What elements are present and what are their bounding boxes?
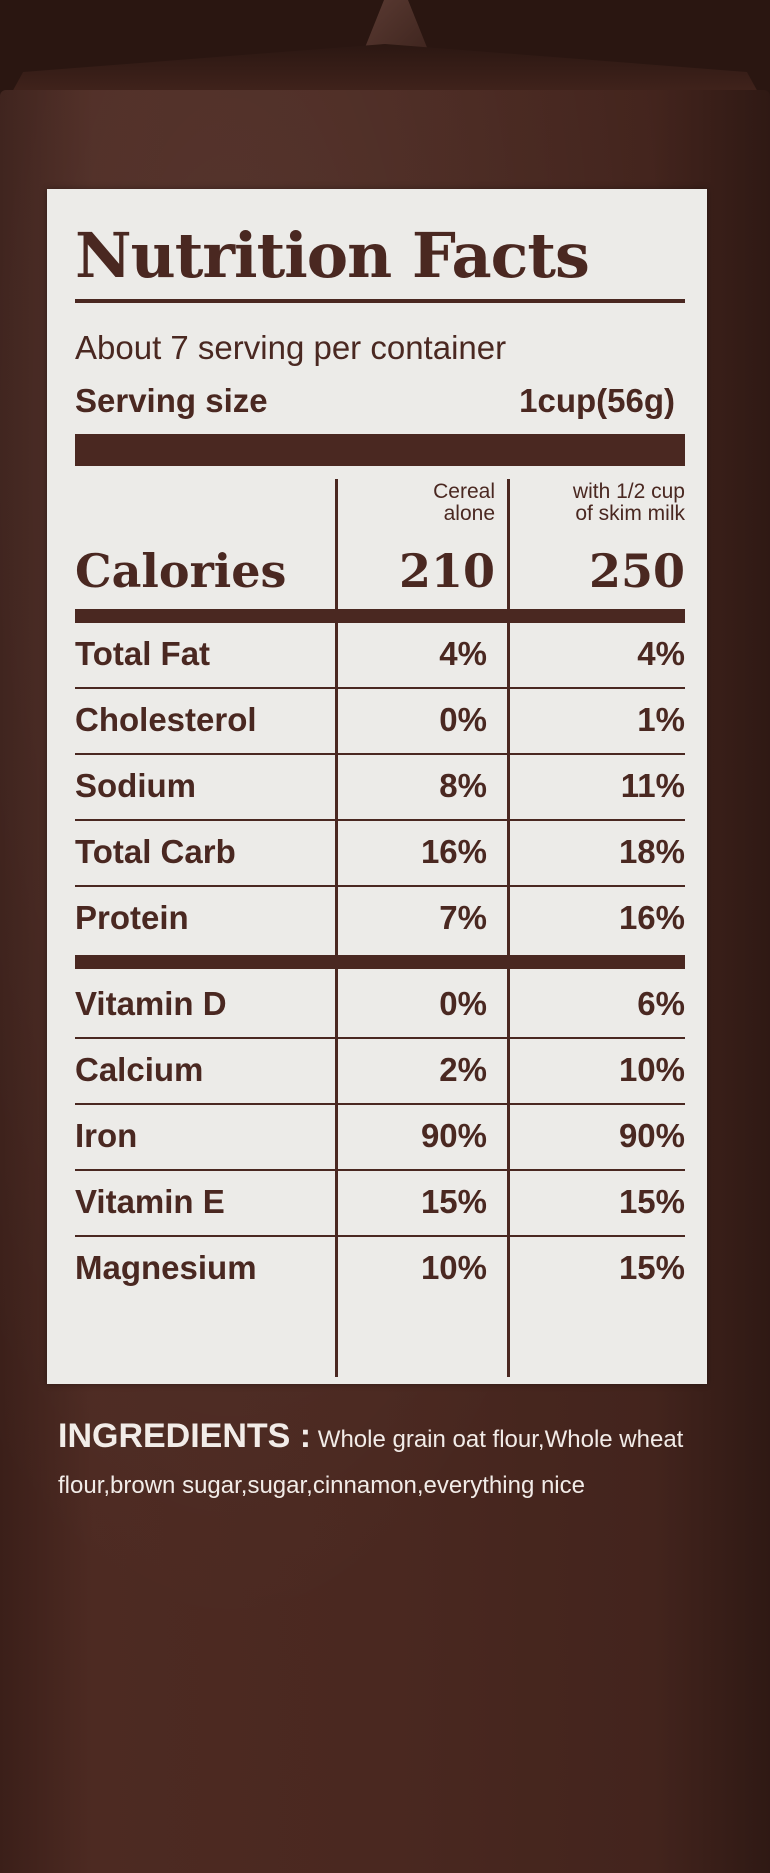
ingredients-text: Whole grain oat flour,Whole wheat flour,…: [58, 1426, 684, 1499]
row-divider: [75, 1235, 685, 1237]
col1-line1: Cereal: [433, 480, 495, 503]
value-with-milk: 16%: [618, 899, 685, 936]
calories-thick-bar: [75, 609, 685, 623]
row-divider: [75, 753, 685, 755]
nutrient-name: Iron: [75, 1117, 138, 1154]
nutrient-name: Protein: [75, 899, 189, 936]
servings-per-container: About 7 serving per container: [75, 329, 507, 366]
calories-cereal-alone: 210: [398, 544, 495, 598]
value-cereal-alone: 10%: [420, 1249, 487, 1286]
title-rule: [75, 299, 685, 303]
table-row: Total Fat 4% 4%: [75, 623, 685, 689]
table-row: Total Carb 16% 18%: [75, 821, 685, 887]
table-row: Cholesterol 0% 1%: [75, 689, 685, 755]
table-row: Vitamin D 0% 6%: [75, 973, 685, 1039]
value-cereal-alone: 0%: [439, 701, 487, 738]
value-with-milk: 15%: [618, 1249, 685, 1286]
value-cereal-alone: 16%: [420, 833, 487, 870]
table-row: Iron 90% 90%: [75, 1105, 685, 1171]
ingredients: INGREDIENTS : Whole grain oat flour,Whol…: [58, 1408, 738, 1507]
col-head-cereal-alone: Cereal alone: [347, 480, 495, 526]
vitamins-thick-bar: [75, 955, 685, 969]
serving-thick-bar: [75, 434, 685, 466]
table-row: Magnesium 10% 15%: [75, 1237, 685, 1303]
ingredients-heading: INGREDIENTS :: [58, 1417, 312, 1455]
value-with-milk: 11%: [620, 767, 685, 804]
value-cereal-alone: 4%: [439, 635, 487, 672]
table-row: Sodium 8% 11%: [75, 755, 685, 821]
row-divider: [75, 819, 685, 821]
calories-with-milk: 250: [588, 544, 685, 598]
nutrient-name: Calcium: [75, 1051, 204, 1088]
col-head-with-milk: with 1/2 cup of skim milk: [517, 480, 685, 526]
value-cereal-alone: 0%: [439, 985, 487, 1022]
col1-line2: alone: [443, 502, 495, 526]
nutrition-label: Nutrition Facts About 7 serving per cont…: [47, 189, 707, 1384]
value-with-milk: 18%: [618, 833, 685, 870]
nutrient-name: Total Carb: [75, 833, 236, 870]
value-cereal-alone: 8%: [439, 767, 487, 804]
nutrient-name: Total Fat: [75, 635, 211, 672]
value-with-milk: 15%: [618, 1183, 685, 1220]
nutrient-name: Magnesium: [75, 1249, 257, 1286]
row-divider: [75, 1037, 685, 1039]
value-with-milk: 90%: [618, 1117, 685, 1154]
table-row: Vitamin E 15% 15%: [75, 1171, 685, 1237]
nutrition-title: Nutrition Facts: [75, 219, 590, 292]
row-divider: [75, 885, 685, 887]
nutrient-name: Sodium: [75, 767, 196, 804]
value-cereal-alone: 2%: [439, 1051, 487, 1088]
value-with-milk: 10%: [618, 1051, 685, 1088]
value-with-milk: 1%: [637, 701, 685, 738]
value-cereal-alone: 15%: [420, 1183, 487, 1220]
column-divider-2: [507, 479, 510, 1377]
nutrient-name: Vitamin E: [75, 1183, 225, 1220]
value-cereal-alone: 90%: [420, 1117, 487, 1154]
col2-line1: with 1/2 cup: [572, 480, 685, 503]
serving-size-row: Serving size 1cup(56g): [75, 382, 675, 420]
calories-label: Calories: [75, 544, 287, 598]
nutrient-name: Vitamin D: [75, 985, 227, 1022]
col2-line2: of skim milk: [575, 502, 685, 526]
serving-size-value: 1cup(56g): [519, 382, 675, 419]
row-divider: [75, 1103, 685, 1105]
table-row: Calcium 2% 10%: [75, 1039, 685, 1105]
column-divider-1: [335, 479, 338, 1377]
value-with-milk: 6%: [637, 985, 685, 1022]
value-cereal-alone: 7%: [439, 899, 487, 936]
value-with-milk: 4%: [637, 635, 685, 672]
row-divider: [75, 687, 685, 689]
serving-size-label: Serving size: [75, 382, 268, 419]
row-divider: [75, 1169, 685, 1171]
table-row: Protein 7% 16%: [75, 887, 685, 953]
nutrient-name: Cholesterol: [75, 701, 257, 738]
